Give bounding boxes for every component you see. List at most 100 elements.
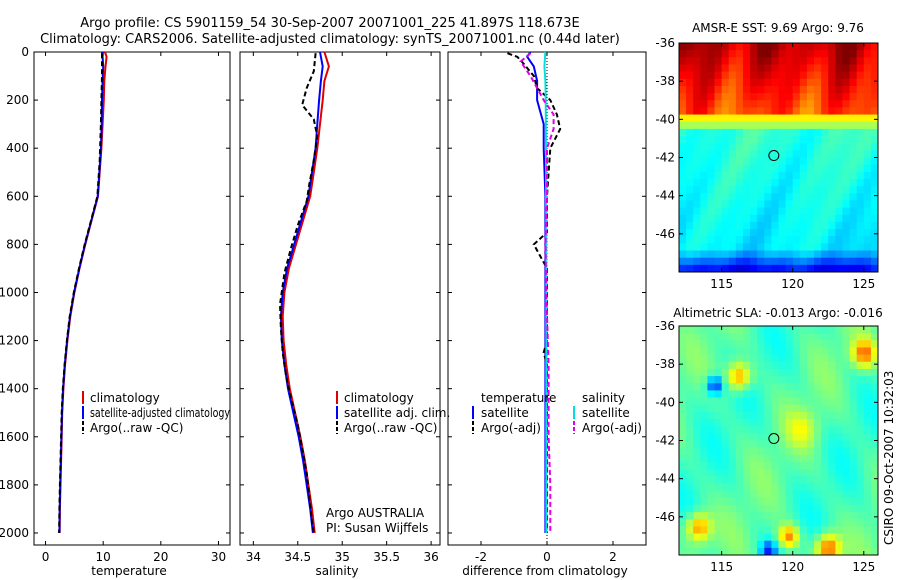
heatmap-cell xyxy=(785,512,794,520)
heatmap-cell xyxy=(799,114,808,123)
heatmap-cell xyxy=(856,383,865,391)
heatmap-cell xyxy=(686,447,694,456)
heatmap-cell xyxy=(721,426,730,434)
heatmap-cell xyxy=(792,461,801,470)
lon-tick-label: 115 xyxy=(710,277,733,291)
heatmap-cell xyxy=(686,57,694,65)
heatmap-cell xyxy=(863,250,872,259)
heatmap-cell xyxy=(806,426,815,434)
heatmap-cell xyxy=(721,100,730,108)
heatmap-cell xyxy=(863,150,872,158)
heatmap-cell xyxy=(856,404,865,413)
heatmap-cell xyxy=(863,207,872,216)
heatmap-cell xyxy=(750,121,758,130)
heatmap-cell xyxy=(792,426,801,434)
heatmap-cell xyxy=(799,214,808,223)
heatmap-cell xyxy=(735,376,744,384)
heatmap-cell xyxy=(785,157,794,166)
heatmap-cell xyxy=(799,469,808,477)
heatmap-cell xyxy=(785,50,794,58)
heatmap-cell xyxy=(750,171,758,180)
heatmap-cell xyxy=(785,447,794,456)
heatmap-cell xyxy=(686,264,694,273)
heatmap-cell xyxy=(870,533,879,542)
heatmap-cell xyxy=(721,171,730,180)
heatmap-cell xyxy=(799,236,808,244)
heatmap-cell xyxy=(792,383,801,391)
heatmap-cell xyxy=(707,164,715,173)
heatmap-cell xyxy=(821,333,829,341)
heatmap-cell xyxy=(700,476,708,484)
heatmap-cell xyxy=(792,114,801,123)
heatmap-cell xyxy=(792,526,801,534)
heatmap-cell xyxy=(707,150,715,158)
heatmap-cell xyxy=(842,390,850,398)
heatmap-cell xyxy=(849,347,858,356)
heatmap-cell xyxy=(679,433,687,441)
heatmap-cell xyxy=(750,186,758,194)
heatmap-cell xyxy=(799,347,808,356)
heatmap-cell xyxy=(806,78,815,87)
heatmap-cell xyxy=(742,376,751,384)
heatmap-cell xyxy=(686,93,694,101)
heatmap-cell xyxy=(757,143,765,151)
heatmap-cell xyxy=(849,264,858,273)
heatmap-cell xyxy=(856,504,865,513)
heatmap-cell xyxy=(679,78,687,87)
heatmap-cell xyxy=(750,114,758,123)
heatmap-cell xyxy=(849,397,858,406)
heatmap-cell xyxy=(764,404,772,413)
heatmap-cell xyxy=(707,136,715,144)
heatmap-cell xyxy=(799,512,808,520)
heatmap-cell xyxy=(806,128,815,137)
heatmap-cell xyxy=(856,64,865,73)
heatmap-cell xyxy=(764,243,772,251)
heatmap-cell xyxy=(870,361,879,370)
heatmap-cell xyxy=(778,454,787,463)
heatmap-cell xyxy=(771,257,779,266)
heatmap-cell xyxy=(742,519,751,527)
heatmap-cell xyxy=(842,383,850,391)
heatmap-cell xyxy=(700,214,708,223)
heatmap-cell xyxy=(799,193,808,201)
heatmap-cell xyxy=(679,71,687,80)
heatmap-cell xyxy=(771,43,779,51)
heatmap-cell xyxy=(849,383,858,391)
heatmap-cell xyxy=(707,540,715,549)
heatmap-cell xyxy=(686,340,694,348)
heatmap-cell xyxy=(771,171,779,180)
heatmap-cell xyxy=(842,93,850,101)
heatmap-cell xyxy=(778,397,787,406)
heatmap-cell xyxy=(870,497,879,506)
heatmap-cell xyxy=(728,243,737,251)
heatmap-cell xyxy=(735,397,744,406)
heatmap-cell xyxy=(828,178,836,187)
heatmap-cell xyxy=(821,150,829,158)
heatmap-cell xyxy=(735,193,744,201)
heatmap-cell xyxy=(806,390,815,398)
heatmap-cell xyxy=(714,504,723,513)
heatmap-cell xyxy=(792,264,801,273)
heatmap-cell xyxy=(785,347,794,356)
heatmap-cell xyxy=(863,100,872,108)
heatmap-cell xyxy=(714,519,723,527)
temp-xticks: 0 10 20 30 xyxy=(42,52,226,564)
heatmap-cell xyxy=(806,214,815,223)
sst-map xyxy=(678,42,879,273)
heatmap-cell xyxy=(693,483,701,491)
heatmap-cell xyxy=(679,100,687,108)
heatmap-cell xyxy=(764,171,772,180)
heatmap-cell xyxy=(849,526,858,534)
heatmap-cell xyxy=(785,376,794,384)
heatmap-cell xyxy=(714,354,723,363)
credit-line2: PI: Susan Wijffels xyxy=(326,521,428,535)
heatmap-cell xyxy=(735,340,744,348)
heatmap-cell xyxy=(686,136,694,144)
heatmap-cell xyxy=(721,540,730,549)
heatmap-cell xyxy=(721,411,730,420)
heatmap-cell xyxy=(728,383,737,391)
heatmap-cell xyxy=(785,340,794,348)
heatmap-cell xyxy=(721,221,730,230)
heatmap-cell xyxy=(870,540,879,549)
heatmap-cell xyxy=(707,419,715,427)
